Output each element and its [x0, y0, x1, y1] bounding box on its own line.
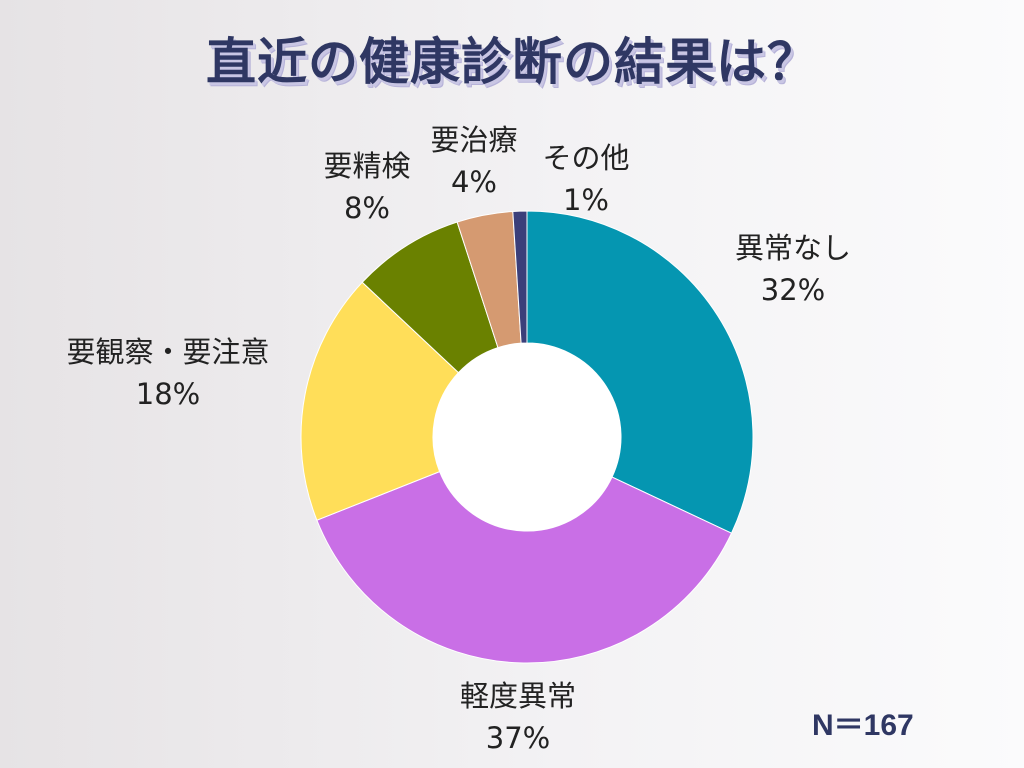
slice-value-6: 1% — [563, 183, 609, 217]
slice-label-1: 異常なし — [735, 231, 851, 265]
slice-label-4: 要精検 — [323, 149, 410, 183]
slice-label-2: 軽度異常 — [460, 679, 576, 713]
sample-size-label: N＝167 — [812, 709, 914, 742]
slice-value-5: 4% — [451, 165, 497, 199]
slice-label-6: その他 — [542, 141, 629, 175]
slice-value-4: 8% — [344, 191, 390, 225]
slice-label-3: 要観察・要注意 — [66, 335, 269, 369]
chart-title: 直近の健康診断の結果は？ — [206, 33, 818, 91]
donut-hole — [433, 343, 621, 531]
slice-label-5: 要治療 — [430, 123, 517, 157]
slice-value-1: 32% — [761, 273, 825, 307]
slice-value-2: 37% — [486, 721, 550, 755]
slice-value-3: 18% — [136, 377, 200, 411]
